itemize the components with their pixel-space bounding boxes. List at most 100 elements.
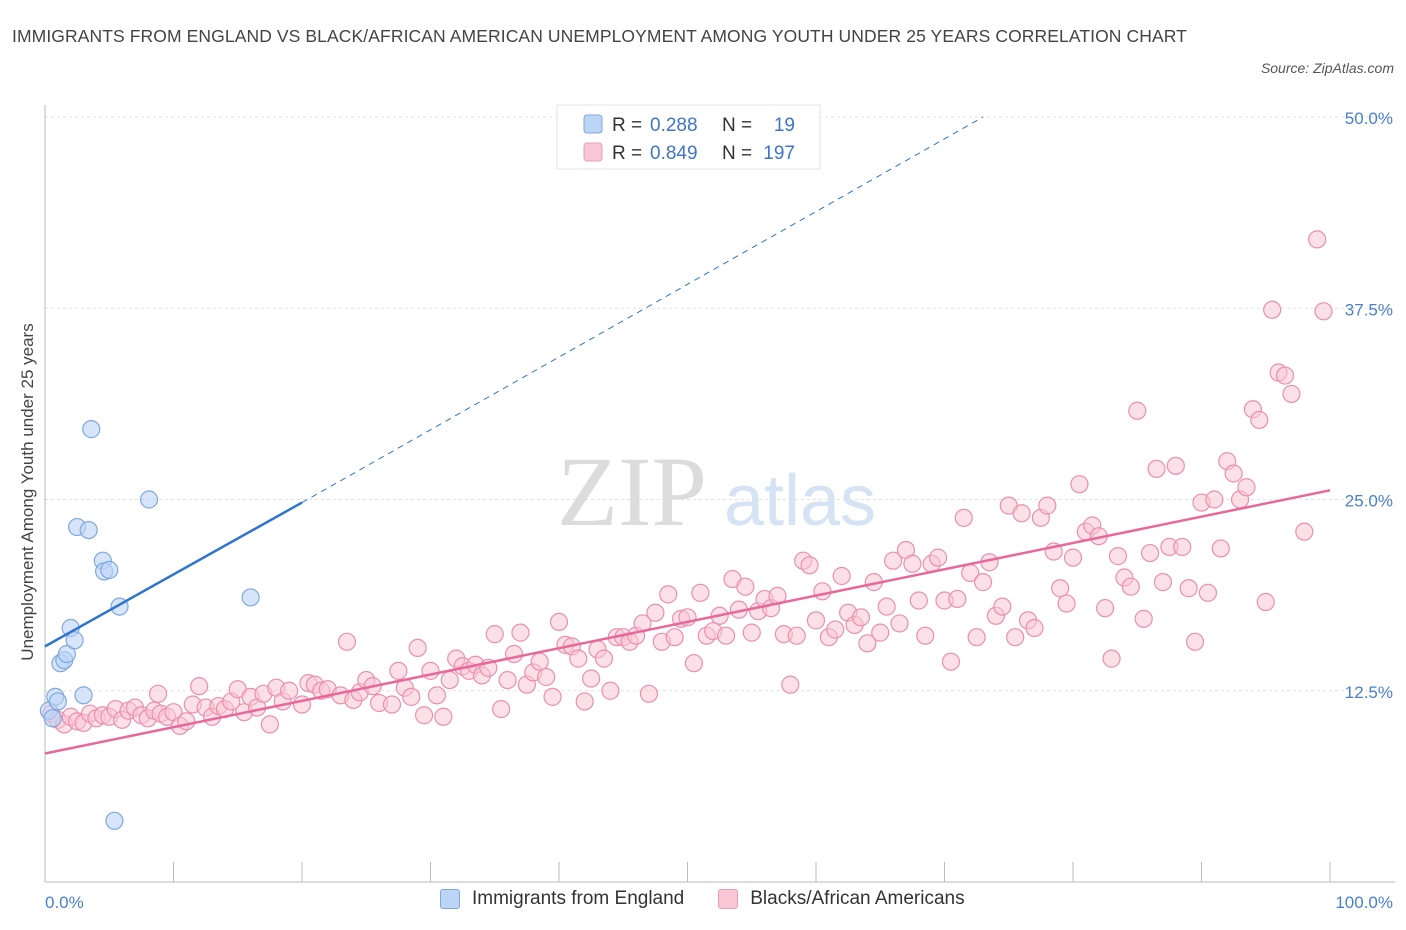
point-blacks <box>684 654 704 673</box>
point-england <box>65 631 84 650</box>
point-blacks <box>549 612 569 632</box>
point-blacks <box>716 626 736 645</box>
point-blacks <box>1006 628 1025 647</box>
point-blacks <box>948 589 967 609</box>
point-blacks <box>639 684 659 703</box>
chart-title: IMMIGRANTS FROM ENGLAND VS BLACK/AFRICAN… <box>12 26 1187 46</box>
y-axis-label: Unemployment Among Youth under 25 years <box>18 323 37 660</box>
x-tick-label-max: 100.0% <box>1335 893 1393 912</box>
point-blacks <box>993 597 1012 616</box>
series-england-points <box>39 420 260 830</box>
trend-line-blacks <box>44 489 1331 755</box>
point-blacks <box>781 675 800 694</box>
point-blacks <box>1147 459 1166 478</box>
point-blacks <box>890 614 909 633</box>
trend-line-england <box>44 501 303 648</box>
point-blacks <box>665 628 684 647</box>
point-blacks <box>1108 547 1128 566</box>
point-blacks <box>575 692 594 711</box>
point-blacks <box>813 582 832 601</box>
point-blacks <box>1263 300 1282 319</box>
point-england <box>105 811 124 830</box>
point-blacks <box>427 686 447 705</box>
point-blacks <box>414 706 434 725</box>
point-blacks <box>1166 456 1185 475</box>
point-blacks <box>1282 384 1301 404</box>
x-tick-label-min: 0.0% <box>45 893 84 912</box>
point-blacks <box>1038 496 1057 515</box>
legend-item-blacks[interactable]: Blacks/African Americans <box>718 888 965 910</box>
point-blacks <box>492 700 511 719</box>
point-blacks <box>280 681 299 700</box>
point-blacks <box>1224 464 1243 483</box>
point-blacks <box>832 566 851 586</box>
point-england <box>43 709 62 728</box>
legend-n-label-pink: N = <box>722 143 752 164</box>
point-england <box>74 686 93 705</box>
point-blacks <box>1173 537 1192 557</box>
point-blacks <box>1051 579 1070 598</box>
point-blacks <box>1275 366 1295 385</box>
point-blacks <box>916 626 935 645</box>
point-blacks <box>582 669 601 688</box>
point-blacks <box>877 597 896 616</box>
legend-r-value-blue: 0.288 <box>650 115 698 136</box>
point-blacks <box>601 681 620 700</box>
point-blacks <box>1179 579 1198 598</box>
point-blacks <box>1256 592 1275 612</box>
point-england <box>100 560 119 579</box>
watermark-atlas: atlas <box>724 461 876 541</box>
point-blacks <box>440 670 459 690</box>
legend-swatch-pink <box>583 142 603 162</box>
watermark-zip: ZIP <box>557 436 707 547</box>
legend-swatch-blue <box>583 114 603 134</box>
point-blacks <box>1057 594 1076 613</box>
point-blacks <box>498 670 517 690</box>
legend-swatch-blacks <box>718 889 739 909</box>
point-blacks <box>485 625 504 644</box>
trend-lines <box>44 116 1331 755</box>
point-blacks <box>1012 504 1031 523</box>
legend-item-england[interactable]: Immigrants from England <box>440 888 684 910</box>
point-blacks <box>659 585 678 604</box>
point-england <box>48 692 67 711</box>
point-blacks <box>909 591 928 610</box>
point-blacks <box>736 577 755 596</box>
point-blacks <box>504 644 524 664</box>
axes <box>44 105 1395 883</box>
point-blacks <box>851 608 871 627</box>
legend-r-label-pink: R = <box>612 143 642 164</box>
point-blacks <box>1211 539 1230 558</box>
point-blacks <box>1063 548 1083 567</box>
point-blacks <box>1134 609 1153 628</box>
point-blacks <box>337 632 357 651</box>
legend-n-label-blue: N = <box>722 115 752 136</box>
point-blacks <box>177 712 196 731</box>
point-blacks <box>1205 490 1224 509</box>
point-blacks <box>1185 632 1205 651</box>
point-blacks <box>973 573 993 592</box>
point-blacks <box>1121 577 1140 596</box>
point-blacks <box>883 551 903 570</box>
point-blacks <box>646 603 665 622</box>
legend-label-england: Immigrants from England <box>472 888 685 909</box>
point-blacks <box>511 623 530 642</box>
point-blacks <box>1250 410 1269 430</box>
point-blacks <box>537 667 556 687</box>
legend-n-value-blue: 19 <box>774 115 795 136</box>
correlation-legend: R = 0.288 N = 19 R = 0.849 N = 197 <box>556 104 821 170</box>
point-blacks <box>806 611 826 630</box>
point-blacks <box>800 556 819 575</box>
legend-swatch-england <box>440 889 460 909</box>
point-blacks <box>1102 649 1121 668</box>
point-blacks <box>1153 573 1173 592</box>
point-blacks <box>148 684 168 703</box>
point-blacks <box>1096 599 1115 618</box>
point-blacks <box>190 677 209 696</box>
point-blacks <box>382 695 402 714</box>
point-blacks <box>1128 401 1147 420</box>
point-blacks <box>954 508 973 527</box>
y-tick-label: 50.0% <box>1345 109 1393 128</box>
point-blacks <box>903 554 922 573</box>
